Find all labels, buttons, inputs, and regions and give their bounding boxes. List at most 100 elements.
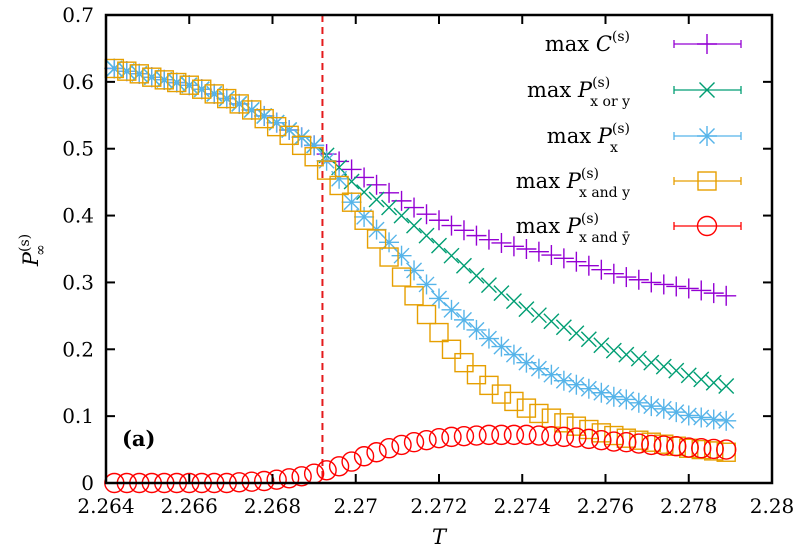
data-point [541,245,562,266]
data-point [404,286,424,306]
data-point [554,413,574,433]
data-point [291,466,312,487]
data-point [478,424,500,446]
data-point [441,339,462,359]
data-point [566,251,587,272]
data-point [354,167,375,188]
x-tick-label: 2.268 [244,494,301,518]
data-point [693,371,710,388]
data-point [641,396,662,417]
series-cross [106,60,735,395]
data-point [628,269,649,290]
data-point [441,215,462,236]
data-point [579,419,599,440]
data-point [555,319,572,336]
data-point [341,192,362,212]
data-point [429,322,449,343]
data-point [279,125,299,146]
y-tick-label: 0.3 [62,270,94,294]
legend: max C(s) max P(s) x or y max P(s) x max P(s) x… [516,29,742,246]
data-point [605,342,622,359]
data-point [591,382,612,403]
data-point [353,446,375,467]
data-point [254,108,274,129]
data-point [678,437,699,458]
data-point [716,439,737,460]
x-tick-label: 2.272 [410,494,467,518]
data-point [404,197,425,218]
data-point [705,374,722,391]
data-point [603,263,624,284]
data-point [154,69,175,90]
data-point [393,207,410,224]
data-point [653,435,674,456]
data-point [553,248,574,269]
legend-marker-star [697,126,717,146]
data-point [668,362,685,379]
data-point [303,463,325,484]
data-point [192,79,212,99]
legend-label: max P(s) x or y [527,75,630,110]
data-point [453,426,475,447]
y-tick-label: 0.4 [62,204,94,228]
data-point [553,370,574,391]
data-point [329,175,349,196]
data-point [543,313,560,330]
data-point [503,236,524,257]
data-point [443,247,460,264]
data-point [591,430,612,451]
data-point [703,409,724,430]
x-axis-label: T [432,525,448,549]
data-point [628,392,649,413]
data-point [528,425,550,446]
data-point [404,260,425,281]
axis-ticks: 2.264 2.266 2.268 2.27 2.272 2.274 2.276 2.278 2… [62,3,794,518]
legend-marker-cross [699,82,715,98]
data-point [391,245,412,266]
data-point [616,267,637,288]
series-circle [104,424,737,494]
y-tick-label: 0.6 [62,70,94,94]
data-point [441,299,462,320]
data-point [331,159,348,176]
data-point [529,403,549,424]
data-point [504,391,524,412]
data-point [391,434,412,456]
data-point [593,337,610,354]
data-point [116,61,137,82]
data-point [491,384,512,404]
data-point [578,428,600,450]
data-point [653,274,674,295]
data-point [655,358,672,375]
data-point [468,267,485,284]
data-point [328,456,350,477]
y-tick-label: 0.7 [62,3,94,27]
data-point [381,199,398,216]
data-point [516,239,537,259]
data-point [518,301,535,318]
data-point [478,229,499,250]
data-point [167,72,187,93]
data-point [466,425,487,446]
series-plus [104,58,737,306]
data-point [591,259,612,280]
data-point [129,64,150,84]
data-point [366,174,387,195]
data-point [406,217,423,234]
data-point [429,210,449,231]
x-tick-label: 2.276 [577,494,634,518]
data-point [466,364,487,385]
data-point [304,135,325,156]
legend-marker-square [697,171,717,191]
data-point [416,274,437,295]
data-point [354,210,374,230]
data-point [356,184,373,201]
data-point [678,278,699,299]
data-point [703,283,724,304]
data-point [304,147,324,167]
x-tick-label: 2.28 [750,494,795,518]
data-point [643,354,660,371]
svg-text:P(s)∞: P(s)∞ [17,234,49,267]
data-point [278,468,300,489]
data-point [341,192,362,213]
